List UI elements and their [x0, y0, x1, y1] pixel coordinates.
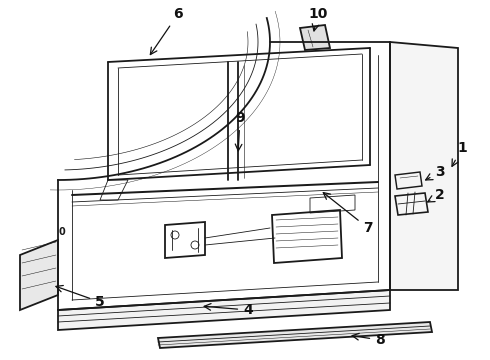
Text: 8: 8 — [352, 333, 385, 347]
Text: 3: 3 — [426, 165, 445, 180]
Polygon shape — [158, 322, 432, 348]
Text: 10: 10 — [308, 7, 328, 31]
Text: 2: 2 — [428, 188, 445, 202]
Text: 7: 7 — [323, 193, 373, 235]
Text: 4: 4 — [204, 303, 253, 317]
Text: 1: 1 — [452, 141, 467, 166]
Text: 6: 6 — [150, 7, 183, 55]
Polygon shape — [20, 240, 58, 310]
Polygon shape — [390, 42, 458, 290]
Polygon shape — [58, 290, 390, 330]
Text: 0: 0 — [59, 227, 65, 237]
Text: 9: 9 — [235, 111, 245, 151]
Polygon shape — [300, 25, 330, 50]
Text: 5: 5 — [56, 285, 105, 309]
